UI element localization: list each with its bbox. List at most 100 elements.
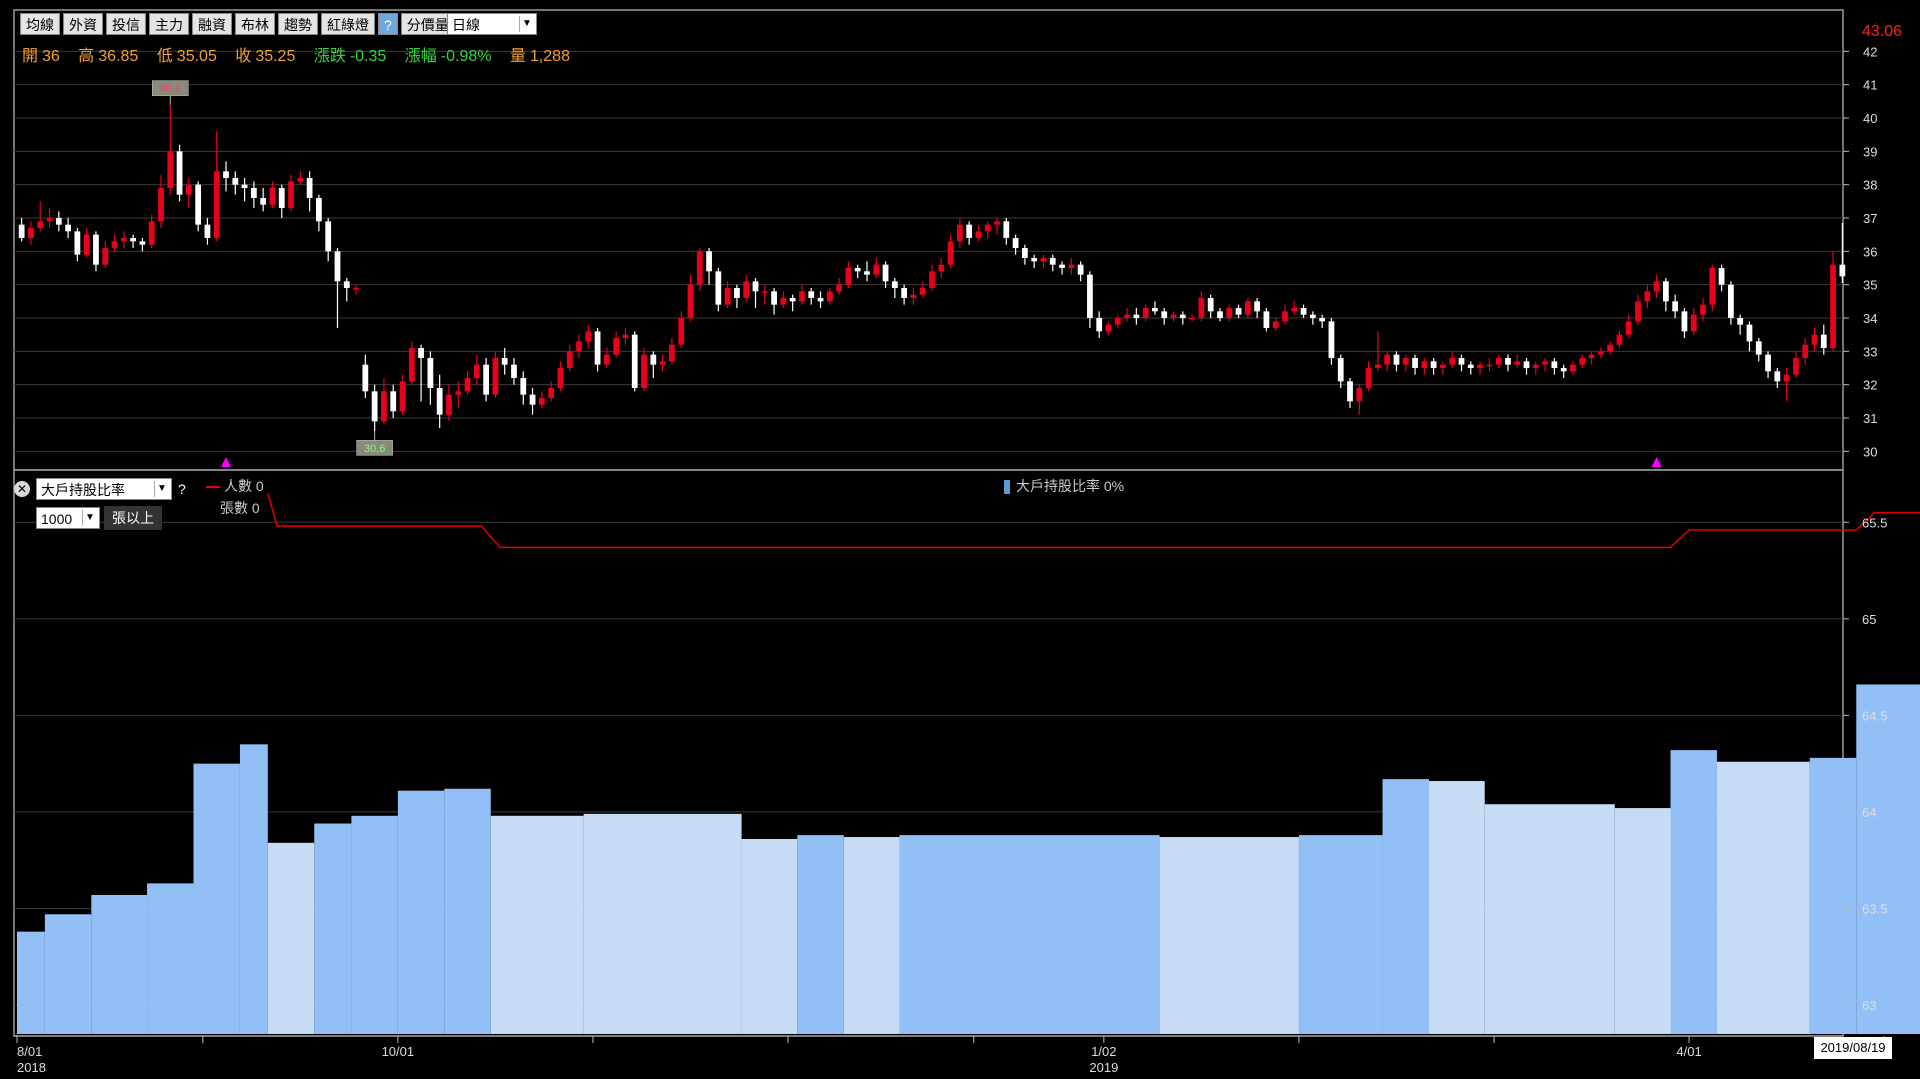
blue-bar-swatch bbox=[1004, 480, 1010, 495]
candle-body bbox=[706, 251, 712, 272]
candle-body bbox=[585, 331, 592, 342]
bollinger-button[interactable]: 布林 bbox=[235, 13, 275, 35]
candle-body bbox=[669, 344, 675, 362]
ratio-tick-label: 63 bbox=[1862, 998, 1876, 1013]
close-icon[interactable]: ✕ bbox=[14, 481, 30, 497]
indicator-select[interactable]: 大戶持股比率 ▼ bbox=[36, 478, 172, 500]
lot-threshold-controls: 1000 ▼ 張以上 bbox=[36, 506, 162, 530]
candle-body bbox=[1728, 284, 1734, 318]
foreign-investor-button[interactable]: 外資 bbox=[63, 13, 103, 35]
candle-body bbox=[1532, 364, 1539, 368]
ratio-bar bbox=[843, 837, 900, 1034]
pct-quote: 漲幅 -0.98% bbox=[405, 48, 499, 65]
candle-body bbox=[408, 348, 415, 382]
candle-body bbox=[1263, 311, 1270, 328]
candle-body bbox=[901, 288, 908, 298]
candle-body bbox=[1059, 264, 1065, 268]
candle-body bbox=[1560, 368, 1567, 372]
candle-body bbox=[464, 378, 471, 392]
holder-count-polyline bbox=[267, 493, 1920, 549]
candle-body bbox=[1430, 361, 1437, 368]
candle-body bbox=[752, 281, 759, 292]
low-quote: 低 35.05 bbox=[157, 48, 224, 65]
candle-body bbox=[1124, 314, 1130, 318]
candle-body bbox=[1319, 318, 1326, 322]
candle-body bbox=[399, 381, 406, 412]
period-select[interactable]: 日線 ▼ bbox=[447, 13, 537, 35]
price-tick-label: 40 bbox=[1863, 111, 1877, 126]
candle-body bbox=[1179, 314, 1186, 318]
candle-body bbox=[1384, 354, 1391, 365]
candle-body bbox=[102, 248, 109, 265]
candle-body bbox=[956, 224, 963, 242]
candle-body bbox=[1839, 264, 1846, 277]
main-force-button[interactable]: 主力 bbox=[149, 13, 189, 35]
candle-body bbox=[1746, 324, 1753, 342]
low-value: 35.05 bbox=[176, 48, 217, 65]
candle-body bbox=[148, 221, 155, 245]
ma-button[interactable]: 均線 bbox=[20, 13, 60, 35]
candle-body bbox=[195, 184, 202, 225]
price-tick-label: 35 bbox=[1863, 278, 1877, 293]
candle-body bbox=[260, 198, 267, 205]
low-label: 低 bbox=[156, 48, 173, 65]
candle-body bbox=[1486, 364, 1493, 367]
candle-body bbox=[1031, 258, 1038, 262]
candle-body bbox=[1718, 268, 1725, 285]
candle-body bbox=[1328, 321, 1335, 358]
candle-body bbox=[761, 291, 768, 293]
candle-body bbox=[343, 281, 350, 288]
candle-body bbox=[622, 334, 629, 338]
candle-body bbox=[715, 271, 722, 305]
margin-button[interactable]: 融資 bbox=[192, 13, 232, 35]
ratio-bar bbox=[267, 842, 315, 1034]
traffic-light-button[interactable]: 紅綠燈 bbox=[321, 13, 375, 35]
candle-body bbox=[297, 178, 304, 182]
volume-quote: 量 1,288 bbox=[510, 48, 577, 65]
price-tick-label: 34 bbox=[1863, 311, 1877, 326]
candle-body bbox=[28, 228, 34, 238]
candle-body bbox=[1505, 358, 1511, 365]
legend-ratio: 大戶持股比率 0% bbox=[1004, 476, 1124, 496]
candle-body bbox=[1309, 314, 1316, 318]
candle-body bbox=[1235, 308, 1242, 315]
candle-body bbox=[501, 358, 508, 365]
candle-body bbox=[650, 354, 657, 365]
price-tick-label: 36 bbox=[1863, 244, 1877, 259]
signal-triangle bbox=[1651, 457, 1662, 467]
time-tick-year: 2018 bbox=[17, 1060, 46, 1075]
signal-markers bbox=[221, 457, 1662, 467]
candle-body bbox=[1300, 308, 1307, 315]
candle-body bbox=[371, 391, 378, 422]
chevron-down-icon: ▼ bbox=[154, 481, 169, 497]
candle-body bbox=[1421, 361, 1428, 368]
trend-button[interactable]: 趨勢 bbox=[278, 13, 318, 35]
candle-body bbox=[1830, 264, 1836, 348]
candle-body bbox=[1012, 238, 1019, 248]
candle-body bbox=[808, 291, 815, 298]
candle-body bbox=[641, 354, 647, 388]
candle-body bbox=[427, 358, 434, 388]
candle-body bbox=[1189, 318, 1195, 320]
candle-body bbox=[1690, 314, 1697, 332]
candle-body bbox=[566, 351, 573, 368]
candle-body bbox=[1337, 358, 1344, 382]
ratio-bar bbox=[1159, 837, 1299, 1034]
candle-body bbox=[381, 391, 387, 422]
candle-body bbox=[1755, 341, 1762, 355]
change-label: 漲跌 bbox=[313, 48, 346, 65]
candle-body bbox=[1765, 354, 1771, 372]
candle-body bbox=[557, 368, 564, 388]
help-button[interactable]: ? bbox=[378, 13, 398, 35]
ratio-bar bbox=[44, 914, 92, 1034]
candle-body bbox=[696, 251, 703, 285]
lot-threshold-label: 張以上 bbox=[104, 506, 162, 530]
investment-trust-button[interactable]: 投信 bbox=[106, 13, 146, 35]
price-tick-label: 32 bbox=[1863, 378, 1877, 393]
candle-body bbox=[316, 198, 322, 222]
indicator-help-icon[interactable]: ? bbox=[178, 481, 186, 497]
ratio-bar bbox=[1809, 757, 1857, 1034]
lot-threshold-select[interactable]: 1000 ▼ bbox=[36, 507, 100, 529]
candle-body bbox=[473, 364, 480, 378]
extreme-annotations: 40.4 30.6 bbox=[152, 80, 393, 456]
